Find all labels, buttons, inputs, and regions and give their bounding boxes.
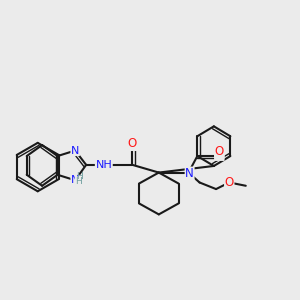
Text: O: O — [215, 145, 224, 158]
Text: N: N — [71, 146, 79, 156]
Text: N: N — [71, 175, 79, 185]
Text: O: O — [128, 137, 137, 150]
Text: H: H — [76, 172, 83, 182]
Text: NH: NH — [95, 160, 112, 170]
Text: O: O — [215, 147, 224, 161]
Text: O: O — [225, 176, 234, 189]
Text: N: N — [185, 167, 194, 180]
Text: H: H — [75, 177, 82, 186]
